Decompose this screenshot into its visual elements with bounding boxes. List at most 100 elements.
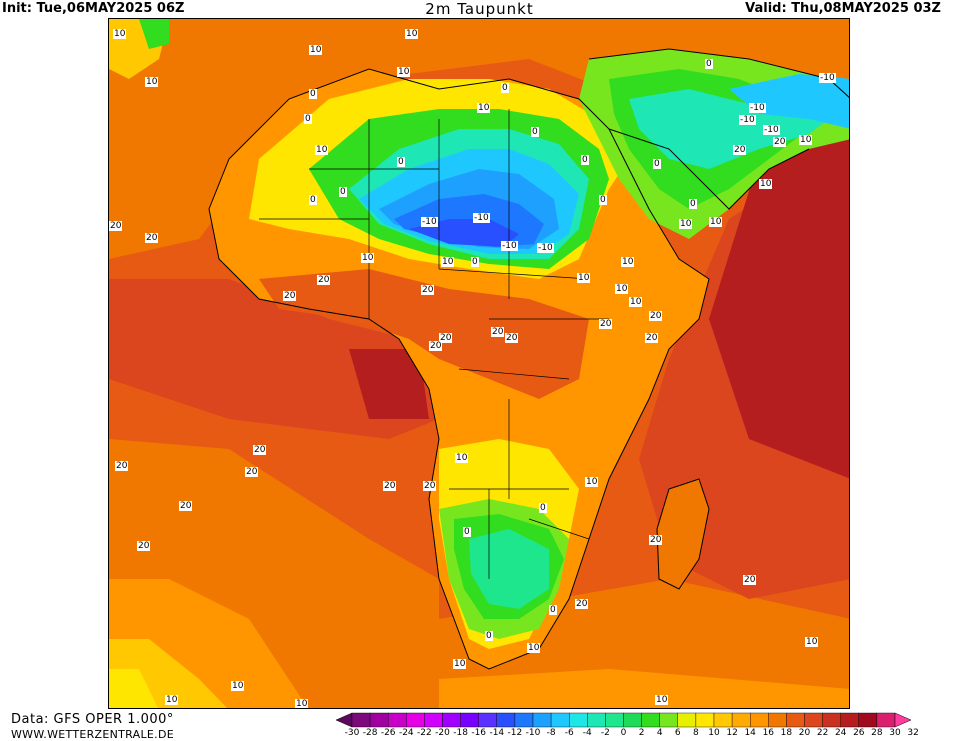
dewpoint-map: 10 10 10 10 10 0 0 10 0 0 0 10 0 0 -10 -… <box>108 18 850 709</box>
contour-label: 10 <box>165 695 179 705</box>
contour-label: 0 <box>549 605 557 615</box>
contour-label: 10 <box>361 253 375 263</box>
contour-label: 10 <box>315 145 329 155</box>
contour-label: 20 <box>733 145 747 155</box>
contour-label: 10 <box>615 284 629 294</box>
contour-label: 0 <box>539 503 547 513</box>
region-arabia-aqua <box>629 89 829 169</box>
contour-label: 20 <box>421 285 435 295</box>
colorbar-tick-label: 12 <box>726 728 738 738</box>
contour-label: 20 <box>317 275 331 285</box>
arabia-coastline <box>588 48 849 98</box>
colorbar-tick-label: -4 <box>582 728 592 738</box>
colorbar-tick-label: -8 <box>546 728 556 738</box>
contour-label: 10 <box>679 219 693 229</box>
colorbar-swatch <box>550 712 570 728</box>
colorbar-tick-label: 2 <box>638 728 645 738</box>
contour-label: 0 <box>309 195 317 205</box>
colorbar-swatch <box>695 712 715 728</box>
colorbar-swatch <box>876 712 896 728</box>
contour-label: 10 <box>655 695 669 705</box>
contour-label: 20 <box>773 137 787 147</box>
colorbar-swatch <box>659 712 679 728</box>
contour-label: 10 <box>477 103 491 113</box>
contour-label: 10 <box>527 643 541 653</box>
contour-label: 10 <box>455 453 469 463</box>
colorbar-tick-label: -30 <box>344 728 360 738</box>
colorbar-tick-label: -14 <box>489 728 505 738</box>
colorbar-swatch <box>388 712 407 728</box>
contour-label: 10 <box>759 179 773 189</box>
contour-label: 0 <box>531 127 539 137</box>
contour-label: 0 <box>463 527 471 537</box>
region-iran-cyan <box>729 74 849 129</box>
contour-label: 20 <box>115 461 129 471</box>
contour-label: 20 <box>179 501 193 511</box>
colorbar-swatch <box>731 712 751 728</box>
colorbar-tick-label: -22 <box>417 728 432 738</box>
data-source-label: Data: GFS OPER 1.000° <box>11 712 174 727</box>
contour-label: 0 <box>309 89 317 99</box>
contour-label: 20 <box>245 467 259 477</box>
colorbar-tick-label: 18 <box>780 728 793 738</box>
contour-label: 0 <box>599 195 607 205</box>
colorbar-tick-label: 28 <box>871 728 883 738</box>
contour-label: 10 <box>295 699 309 709</box>
colorbar-swatch <box>442 712 461 728</box>
region-south-amber <box>439 669 849 708</box>
colorbar-tick-label: -24 <box>398 728 414 738</box>
contour-label: -10 <box>537 243 554 253</box>
contour-label: 20 <box>439 333 453 343</box>
contour-label: 10 <box>453 659 467 669</box>
colorbar-tick-label: -26 <box>380 728 396 738</box>
website-label: WWW.WETTERZENTRALE.DE <box>11 728 174 741</box>
colorbar-swatch <box>514 712 534 728</box>
contour-label: 10 <box>145 77 159 87</box>
colorbar-swatch <box>424 712 443 728</box>
africa-coastline <box>208 68 710 670</box>
colorbar-arrow-right <box>894 712 912 728</box>
contour-label: 10 <box>805 637 819 647</box>
contour-label: 20 <box>145 233 159 243</box>
contour-label: 20 <box>649 311 663 321</box>
contour-label: 10 <box>585 477 599 487</box>
colorbar-swatch <box>496 712 516 728</box>
contour-label: 20 <box>575 599 589 609</box>
contour-label: -10 <box>473 213 490 223</box>
region-central-africa <box>259 269 589 399</box>
colorbar-tick-label: -10 <box>525 728 541 738</box>
contour-label: 0 <box>581 155 589 165</box>
contour-label: -10 <box>819 73 836 83</box>
contour-label: 0 <box>397 157 405 167</box>
region-indian-deepred <box>709 139 849 479</box>
colorbar-swatch <box>822 712 841 728</box>
colorbar-swatch <box>587 712 606 728</box>
region-gulf-guinea <box>109 279 439 439</box>
init-time-label: Init: Tue,06MAY2025 06Z <box>2 1 185 16</box>
contour-label: 10 <box>113 29 127 39</box>
colorbar-swatch <box>641 712 660 728</box>
colorbar-tick-label: 16 <box>762 728 775 738</box>
contour-label: 0 <box>689 199 697 209</box>
colorbar-ticks: -30 -28 -26 -24 -22 -20 -18 -16 -14 -12 -10 -8 -6 -4-… <box>336 728 956 740</box>
contour-label: 0 <box>501 83 509 93</box>
contour-label: -10 <box>749 103 766 113</box>
colorbar-swatch <box>677 712 697 728</box>
contour-label: 20 <box>491 327 505 337</box>
colorbar-swatch <box>406 712 425 728</box>
contour-label: 0 <box>485 631 493 641</box>
contour-label: 0 <box>304 114 312 124</box>
colorbar-tick-label: -2 <box>600 728 610 738</box>
contour-label: -10 <box>763 125 780 135</box>
colorbar-swatch <box>460 712 479 728</box>
contour-label: 0 <box>339 187 347 197</box>
colorbar-tick-label: 22 <box>816 728 829 738</box>
colorbar-arrow-left <box>336 712 353 728</box>
contour-label: 10 <box>621 257 635 267</box>
colorbar-tick-label: 30 <box>889 728 901 738</box>
colorbar-tick-label: -6 <box>564 728 574 738</box>
colorbar-tick-label: 8 <box>693 728 699 738</box>
contour-label: 0 <box>653 159 661 169</box>
colorbar-tick-label: -18 <box>453 728 468 738</box>
colorbar-tick-label: -28 <box>362 728 378 738</box>
